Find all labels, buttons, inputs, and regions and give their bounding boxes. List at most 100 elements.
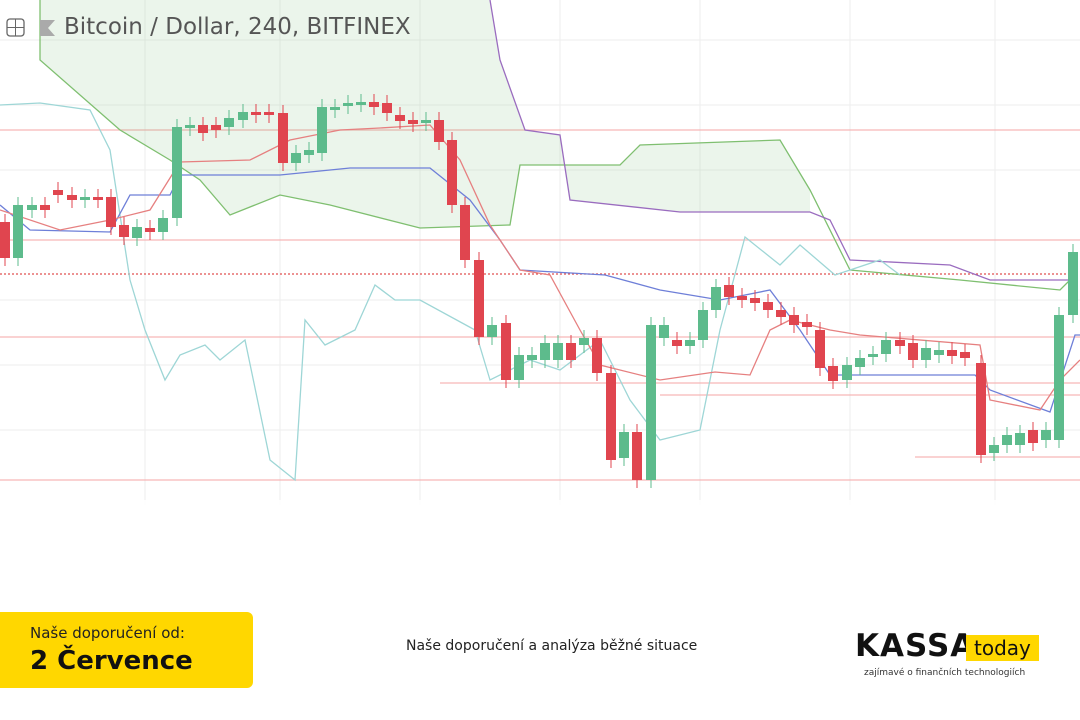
candle-body (776, 310, 786, 317)
candle-body (566, 343, 576, 360)
candle-body (278, 113, 288, 163)
candle-body (317, 107, 327, 153)
candle-body (579, 338, 589, 345)
candles (0, 94, 1078, 488)
candle-body (540, 343, 550, 360)
candle-body (382, 103, 392, 113)
candle-body (172, 127, 182, 218)
candle-body (501, 323, 511, 380)
candle-body (1068, 252, 1078, 315)
candle-body (619, 432, 629, 458)
candle-body (460, 205, 470, 260)
candle-body (211, 125, 221, 130)
candle-body (960, 352, 970, 358)
levels (0, 129, 1080, 481)
candle-body (1041, 430, 1051, 440)
candle-body (514, 355, 524, 380)
chart-title: Bitcoin / Dollar, 240, BITFINEX (64, 14, 411, 40)
caption: Naše doporučení a analýza běžné situace (406, 638, 698, 654)
candle-body (264, 112, 274, 115)
candle-body (868, 354, 878, 357)
candle-body (356, 102, 366, 105)
candle-body (106, 197, 116, 227)
candle-body (527, 355, 537, 360)
lagging-line (0, 102, 901, 482)
candle-body (343, 103, 353, 106)
candle-body (408, 120, 418, 124)
candle-body (1028, 430, 1038, 443)
candle-body (895, 340, 905, 346)
candle-body (685, 340, 695, 346)
candle-body (27, 205, 37, 210)
candle-body (802, 322, 812, 327)
candle-body (474, 260, 484, 337)
candle-body (251, 112, 261, 115)
candle-body (158, 218, 168, 232)
badge-date: 2 Července (30, 646, 193, 676)
candle-body (421, 120, 431, 123)
candle-body (881, 340, 891, 354)
logo-brand: KASSA (855, 628, 976, 664)
candle-body (330, 107, 340, 110)
logo-tag: today (966, 635, 1039, 661)
candle-body (947, 350, 957, 356)
cloud-edge-b (489, 0, 1075, 281)
candle-body (67, 195, 77, 200)
candle-body (1054, 315, 1064, 440)
candle-body (659, 325, 669, 338)
candle-body (487, 325, 497, 337)
candle-body (646, 325, 656, 480)
candle-body (395, 115, 405, 121)
candle-body (224, 118, 234, 127)
candle-body (789, 315, 799, 325)
candle-body (369, 102, 379, 107)
candle-body (672, 340, 682, 346)
candle-body (53, 190, 63, 195)
candle-body (13, 205, 23, 258)
candle-body (185, 125, 195, 128)
date-badge: Naše doporučení od: 2 Července (0, 612, 253, 688)
candle-body (711, 287, 721, 310)
candle-body (592, 338, 602, 373)
candle-body (145, 228, 155, 232)
base-line (0, 167, 1080, 413)
logo-tagline: zajímavé o finančních technologiích (864, 668, 1026, 678)
candle-body (80, 197, 90, 200)
candle-body (763, 302, 773, 310)
candle-body (908, 343, 918, 360)
candle-body (989, 445, 999, 453)
candle-body (198, 125, 208, 133)
candle-body (238, 112, 248, 120)
badge-label: Naše doporučení od: (30, 624, 185, 642)
candle-body (40, 205, 50, 210)
candle-body (750, 298, 760, 303)
candle-body (1002, 435, 1012, 445)
candle-body (304, 150, 314, 155)
candle-body (447, 140, 457, 205)
candle-body (132, 227, 142, 238)
candle-body (1015, 433, 1025, 445)
candle-body (934, 350, 944, 355)
conversion-line (0, 124, 1080, 411)
candle-body (828, 366, 838, 381)
candle-body (698, 310, 708, 340)
candle-body (93, 197, 103, 200)
candle-body (855, 358, 865, 367)
candle-body (842, 365, 852, 380)
candle-body (976, 363, 986, 455)
candle-body (553, 343, 563, 360)
candle-body (291, 153, 301, 163)
candle-body (434, 120, 444, 142)
candle-body (815, 330, 825, 368)
candle-body (737, 296, 747, 300)
candle-body (921, 348, 931, 360)
candle-body (632, 432, 642, 480)
cloud (40, 0, 810, 228)
toolbar-icons (6, 18, 55, 37)
candle-body (0, 222, 10, 258)
candle-body (606, 373, 616, 460)
candle-body (724, 285, 734, 297)
candle-body (119, 225, 129, 237)
